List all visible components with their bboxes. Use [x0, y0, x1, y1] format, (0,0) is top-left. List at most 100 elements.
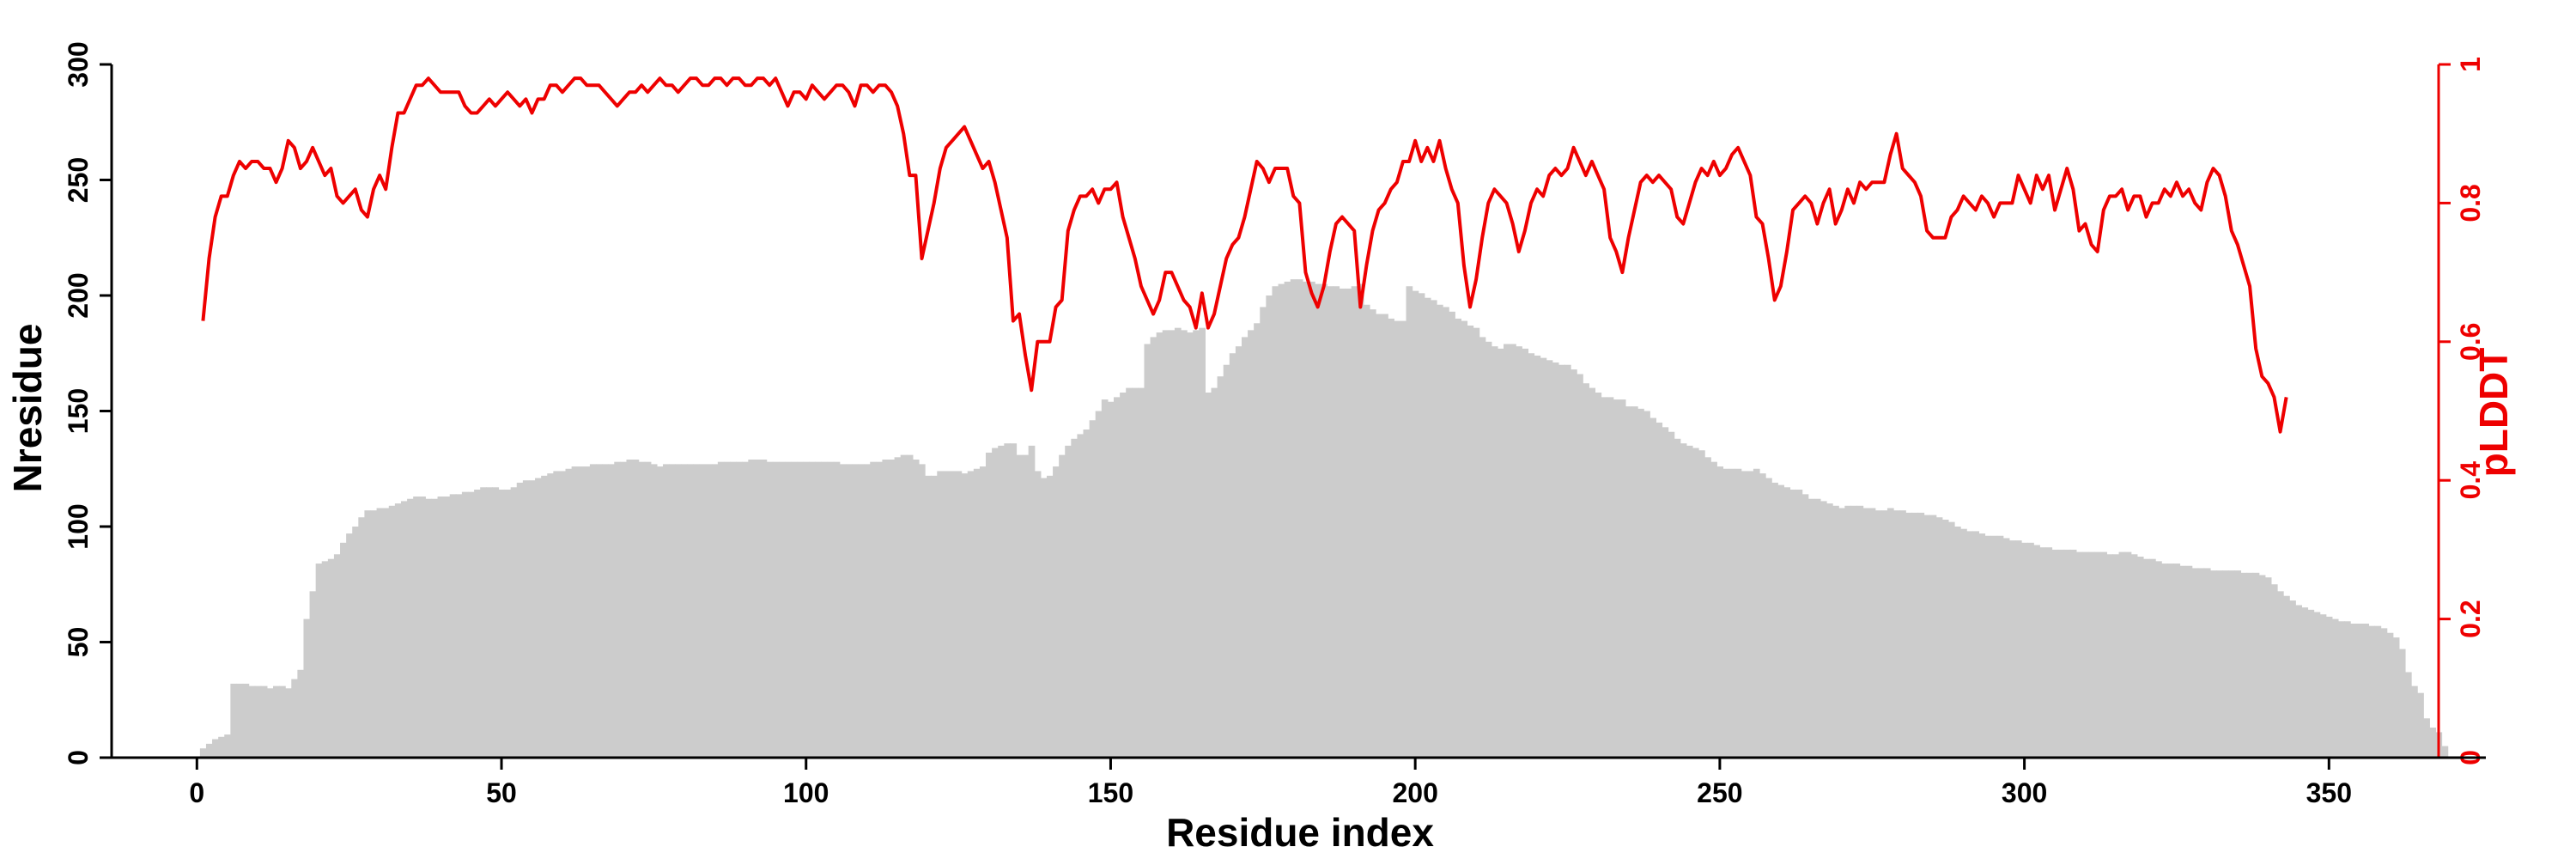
nresidue-bar: [925, 475, 932, 758]
nresidue-bar: [2344, 621, 2351, 758]
nresidue-bar: [602, 464, 609, 758]
nresidue-bar: [1656, 422, 1663, 758]
nresidue-bar: [1856, 505, 1864, 758]
nresidue-bar: [407, 498, 414, 758]
nresidue-bar: [1339, 288, 1346, 758]
nresidue-bar: [681, 464, 688, 758]
nresidue-bar: [1114, 397, 1121, 758]
nresidue-bar: [559, 471, 567, 758]
nresidue-bar: [1351, 286, 1358, 758]
nresidue-bar: [1619, 399, 1626, 758]
nresidue-bar: [1053, 466, 1060, 758]
nresidue-bar: [2264, 577, 2272, 758]
nresidue-bar: [1266, 295, 1273, 758]
nresidue-bar: [1917, 512, 1925, 758]
nresidue-bar: [2209, 570, 2217, 758]
nresidue-bar: [1241, 337, 1249, 758]
nresidue-bar: [1205, 392, 1212, 758]
nresidue-bar: [1814, 498, 1821, 758]
nresidue-bar: [474, 489, 481, 758]
nresidue-bar: [303, 618, 311, 758]
nresidue-bar: [693, 464, 701, 758]
nresidue-bar: [254, 685, 262, 758]
nresidue-bar: [528, 480, 536, 758]
nresidue-bar: [419, 497, 426, 758]
nresidue-bar: [1418, 293, 1425, 758]
nresidue-bar: [736, 461, 743, 758]
nresidue-bar: [595, 464, 603, 758]
nresidue-bar: [675, 464, 682, 758]
nresidue-bar: [370, 510, 378, 758]
nresidue-bar: [918, 464, 926, 758]
nresidue-bar: [1698, 450, 1705, 758]
nresidue-bar: [1728, 468, 1736, 758]
nresidue-bar: [1577, 374, 1583, 758]
nresidue-bar: [1382, 314, 1388, 758]
nresidue-bar: [1022, 454, 1030, 758]
nresidue-bar: [285, 688, 292, 758]
nresidue-bar: [2161, 564, 2168, 758]
nresidue-bar: [1947, 521, 1955, 758]
nresidue-bar: [2203, 568, 2211, 758]
nresidue-bar: [2112, 554, 2120, 758]
nresidue-bar: [1978, 533, 1986, 758]
y-right-tick-label: 0.8: [2455, 184, 2486, 222]
nresidue-bar: [535, 478, 542, 758]
y-left-tick-label: 0: [63, 750, 94, 765]
nresidue-bar: [1223, 364, 1230, 758]
nresidue-bar: [388, 505, 396, 758]
nresidue-bar: [2179, 565, 2187, 758]
nresidue-bar: [565, 468, 573, 758]
nresidue-bar: [620, 461, 628, 758]
nresidue-bar: [778, 461, 786, 758]
nresidue-bar: [1613, 399, 1620, 758]
nresidue-bar: [1144, 344, 1151, 758]
nresidue-bar: [1838, 508, 1845, 758]
nresidue-bar: [1455, 318, 1461, 758]
nresidue-bar: [943, 471, 951, 758]
nresidue-bar: [876, 461, 884, 758]
nresidue-bar: [1735, 468, 1742, 758]
nresidue-bar: [2057, 549, 2065, 758]
nresidue-bar: [2386, 632, 2394, 758]
nresidue-bar: [2325, 616, 2333, 758]
nresidue-bar: [711, 464, 719, 758]
nresidue-bar: [1966, 531, 1973, 758]
nresidue-bar: [2173, 564, 2181, 758]
nresidue-bar: [1832, 505, 1839, 758]
nresidue-bar: [1004, 443, 1011, 758]
nresidue-bar: [2350, 623, 2357, 758]
nresidue-bar: [949, 471, 957, 758]
nresidue-bar: [1388, 318, 1394, 758]
nresidue-bar: [1437, 304, 1443, 758]
nresidue-bar: [2368, 625, 2376, 758]
nresidue-bar: [1138, 387, 1145, 758]
nresidue-bar: [1290, 279, 1297, 758]
nresidue-bar: [717, 461, 725, 758]
nresidue-bar: [2142, 558, 2150, 758]
nresidue-bar: [1850, 505, 1858, 758]
nresidue-bar: [2295, 605, 2302, 758]
nresidue-bar: [1095, 411, 1103, 758]
nresidue-bar: [2277, 591, 2284, 758]
nresidue-bar: [352, 527, 359, 758]
nresidue-bar: [2283, 595, 2290, 758]
nresidue-bar: [260, 685, 268, 758]
nresidue-bar: [979, 466, 987, 758]
nresidue-bar: [906, 454, 914, 758]
y-right-tick-label: 0.2: [2455, 600, 2486, 637]
nresidue-bar: [2033, 545, 2040, 758]
nresidue-bar: [1826, 503, 1833, 758]
nresidue-bar: [1637, 408, 1644, 758]
nresidue-bar: [1120, 392, 1127, 758]
nresidue-bar: [656, 466, 664, 758]
nresidue-bar: [632, 459, 640, 758]
nresidue-bar: [480, 487, 487, 758]
nresidue-bar: [961, 473, 969, 758]
nresidue-bar: [1077, 434, 1084, 758]
nresidue-bar: [827, 461, 835, 758]
nresidue-bar: [2356, 623, 2363, 758]
nresidue-bar: [2197, 568, 2205, 758]
nresidue-bar: [644, 461, 652, 758]
